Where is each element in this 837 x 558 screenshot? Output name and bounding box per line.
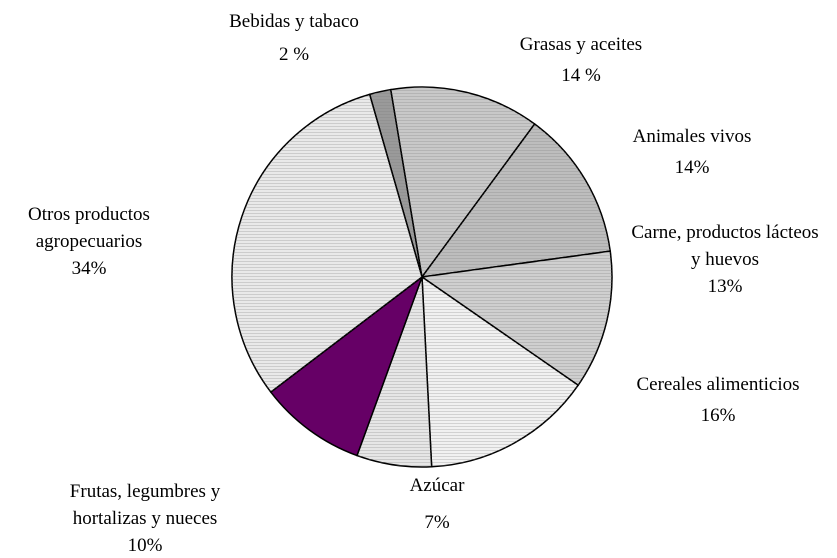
slice-label: Carne, productos lácteos y huevos 13% bbox=[625, 219, 825, 300]
category-label: Grasas y aceites bbox=[519, 34, 643, 55]
slice-label: Bebidas y tabaco 2 % bbox=[184, 8, 404, 68]
category-label: Animales vivos bbox=[632, 126, 752, 147]
value-label: 14 % bbox=[561, 65, 601, 86]
slice-label: Azúcar 7% bbox=[377, 472, 497, 536]
slice-label: Frutas, legumbres y hortalizas y nueces 1… bbox=[35, 478, 255, 558]
slice-label: Otros productos agropecuarios 34% bbox=[0, 201, 179, 282]
value-label: 34% bbox=[71, 258, 107, 279]
category-label: Bebidas y tabaco bbox=[229, 11, 359, 32]
category-label: Cereales alimenticios bbox=[636, 374, 800, 395]
value-label: 10% bbox=[127, 535, 163, 556]
category-label: Otros productos agropecuarios bbox=[28, 204, 150, 252]
category-label: Azúcar bbox=[409, 475, 465, 496]
value-label: 16% bbox=[700, 405, 736, 426]
slice-label: Animales vivos 14% bbox=[582, 123, 802, 181]
slice-label: Cereales alimenticios 16% bbox=[598, 371, 837, 429]
category-label: Carne, productos lácteos y huevos bbox=[631, 222, 819, 270]
category-label: Frutas, legumbres y hortalizas y nueces bbox=[69, 481, 221, 529]
value-label: 13% bbox=[707, 276, 743, 297]
slice-label: Grasas y aceites 14 % bbox=[471, 31, 691, 89]
value-label: 14% bbox=[674, 157, 710, 178]
value-label: 2 % bbox=[278, 44, 310, 65]
value-label: 7% bbox=[424, 512, 450, 533]
